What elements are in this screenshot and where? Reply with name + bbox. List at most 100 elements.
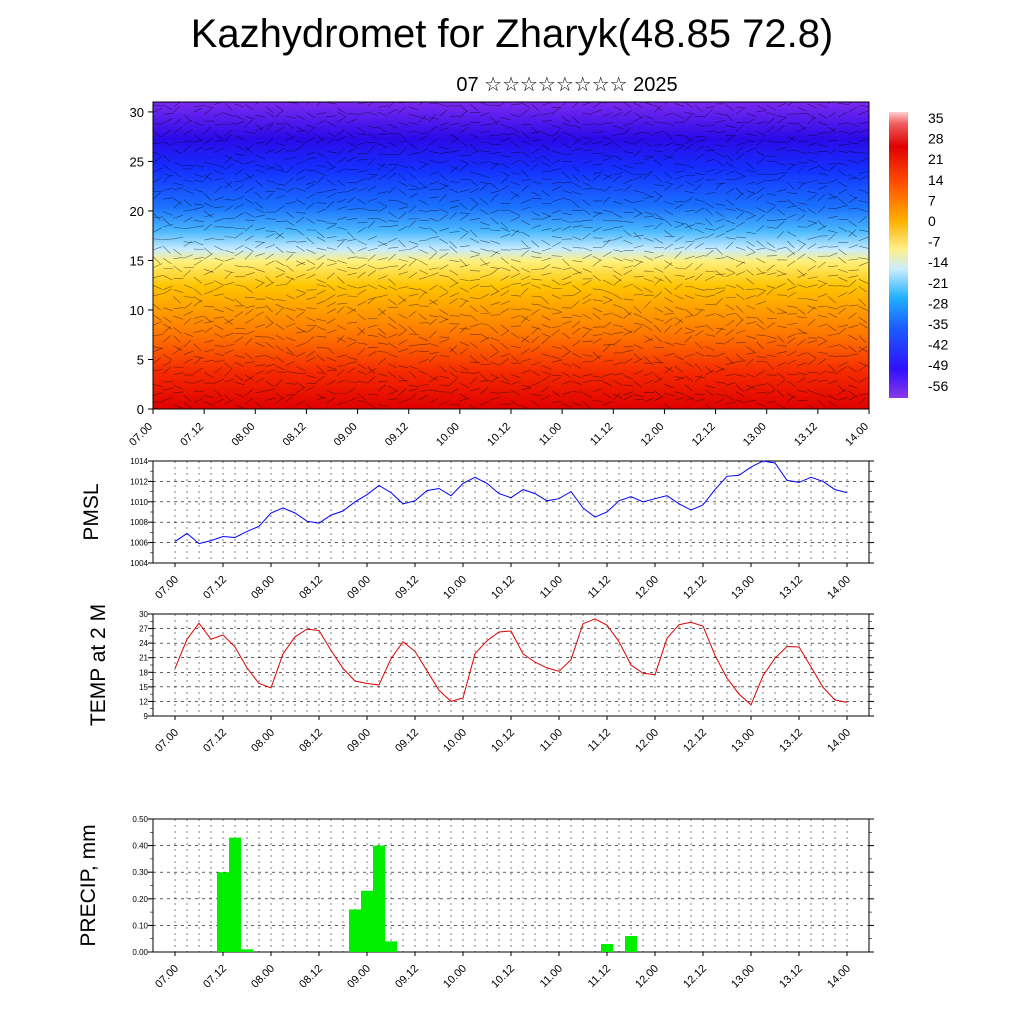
wind-barb bbox=[429, 159, 439, 164]
wind-barb bbox=[521, 348, 530, 355]
wind-barb bbox=[613, 212, 623, 219]
wind-barb bbox=[817, 314, 828, 318]
wind-barb bbox=[766, 288, 775, 296]
wind-barb bbox=[623, 265, 634, 269]
wind-barb bbox=[408, 205, 417, 213]
wind-barb bbox=[408, 165, 417, 172]
wind-barb bbox=[694, 374, 703, 383]
wind-barb bbox=[592, 338, 602, 344]
wind-barb bbox=[746, 118, 755, 125]
wind-barb bbox=[654, 190, 663, 198]
wind-barb bbox=[531, 211, 541, 217]
wind-barb bbox=[828, 207, 839, 210]
wind-barb bbox=[203, 327, 213, 333]
wind-barb bbox=[603, 219, 614, 222]
wind-barb bbox=[633, 116, 643, 122]
wind-barb bbox=[562, 131, 572, 136]
wind-barb bbox=[418, 199, 428, 205]
wind-barb bbox=[817, 323, 828, 328]
wind-barb bbox=[357, 393, 366, 400]
wind-barb bbox=[613, 225, 624, 229]
wind-barb bbox=[357, 370, 368, 375]
wind-barb bbox=[439, 208, 449, 214]
wind-barb bbox=[562, 281, 572, 286]
wind-barb bbox=[428, 318, 438, 326]
wind-barb bbox=[469, 104, 479, 111]
chart-title: Kazhydromet for Zharyk(48.85 72.8) bbox=[190, 12, 834, 56]
wind-barb bbox=[827, 312, 838, 318]
wind-barb bbox=[705, 366, 713, 374]
wind-barb bbox=[776, 147, 787, 151]
wind-barb bbox=[153, 263, 163, 269]
wind-barb bbox=[633, 322, 644, 326]
wind-barb bbox=[193, 299, 202, 307]
wind-barb bbox=[838, 256, 847, 264]
wind-barb bbox=[153, 177, 162, 184]
wind-barb bbox=[521, 102, 531, 108]
wind-barb bbox=[848, 312, 857, 319]
wind-barb bbox=[408, 245, 419, 251]
wind-barb bbox=[858, 393, 869, 396]
wind-barb bbox=[244, 374, 254, 381]
wind-barb bbox=[592, 299, 603, 302]
wind-barb bbox=[357, 221, 368, 224]
wind-barb bbox=[694, 177, 705, 183]
colorbar-label: 21 bbox=[928, 151, 944, 167]
wind-barb bbox=[797, 316, 808, 319]
wind-barb bbox=[459, 232, 468, 240]
wind-barb bbox=[602, 209, 613, 213]
wind-barb bbox=[480, 209, 489, 215]
wind-barb bbox=[275, 378, 284, 387]
wind-barb bbox=[183, 310, 193, 316]
wind-barb bbox=[214, 360, 225, 362]
wind-barb bbox=[255, 401, 264, 409]
wind-barb bbox=[766, 354, 777, 358]
colorbar-label: -28 bbox=[928, 295, 948, 311]
wind-barb bbox=[807, 116, 816, 124]
wind-barb bbox=[316, 112, 327, 115]
wind-barb bbox=[858, 257, 869, 260]
wind-barb bbox=[408, 188, 419, 190]
wind-barb bbox=[459, 297, 470, 302]
wind-barb bbox=[541, 132, 552, 137]
wind-barb bbox=[623, 164, 634, 169]
wind-barb bbox=[357, 112, 368, 116]
wind-barb bbox=[429, 139, 438, 146]
wind-barb bbox=[459, 127, 469, 134]
wind-barb bbox=[735, 153, 744, 161]
wind-barb bbox=[285, 253, 294, 261]
wind-barb bbox=[418, 313, 427, 321]
wind-barb bbox=[766, 117, 775, 125]
wind-barb bbox=[326, 389, 337, 395]
wind-barb bbox=[551, 376, 561, 383]
wind-barb bbox=[562, 212, 572, 216]
wind-barb bbox=[316, 137, 325, 144]
wind-barb bbox=[377, 242, 388, 247]
wind-barb bbox=[244, 318, 254, 324]
wind-barb bbox=[377, 163, 386, 171]
wind-barb bbox=[654, 184, 665, 186]
wind-barb bbox=[285, 201, 296, 205]
wind-barb bbox=[551, 359, 562, 363]
wind-barb bbox=[183, 284, 194, 289]
wind-barb bbox=[214, 102, 222, 106]
wind-barb bbox=[326, 236, 337, 239]
wind-barb bbox=[664, 353, 675, 357]
wind-barb bbox=[510, 294, 521, 297]
heatmap-x-tick-label: 12.12 bbox=[690, 421, 718, 449]
wind-barb bbox=[418, 394, 428, 401]
wind-barb bbox=[633, 293, 644, 296]
wind-barb bbox=[388, 220, 399, 222]
wind-barb bbox=[807, 142, 818, 147]
wind-barb bbox=[193, 220, 204, 222]
wind-barb bbox=[807, 243, 817, 250]
wind-barb bbox=[746, 147, 756, 153]
wind-barb bbox=[377, 284, 388, 290]
wind-barb bbox=[163, 307, 173, 312]
wind-barb bbox=[613, 201, 623, 205]
wind-barb bbox=[541, 315, 551, 321]
wind-barb bbox=[480, 130, 491, 133]
wind-barb bbox=[275, 188, 286, 191]
wind-barb bbox=[684, 135, 693, 143]
y-tick-label: 1012 bbox=[130, 477, 148, 486]
